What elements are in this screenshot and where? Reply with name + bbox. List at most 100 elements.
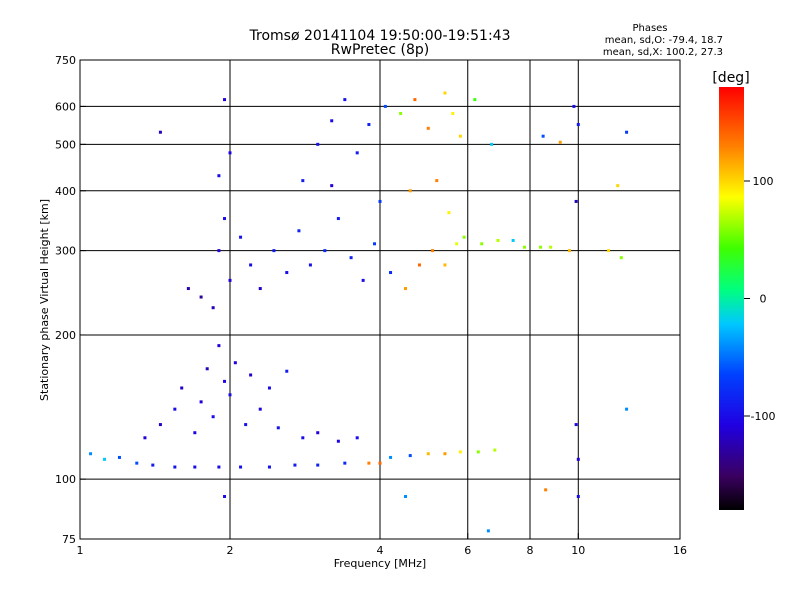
data-point [458,450,462,454]
data-point [490,142,494,146]
data-points [89,91,629,533]
y-tick-label: 75 [62,533,76,546]
x-tick-label: 8 [527,544,534,557]
data-point [549,245,553,249]
x-tick-label: 2 [227,544,234,557]
data-point [625,407,629,411]
data-point [473,98,477,102]
data-point [297,229,301,233]
data-point [544,488,548,492]
data-point [205,367,209,371]
data-point [476,450,480,454]
data-point [193,431,197,435]
data-point [462,235,466,239]
y-tick-label: 750 [55,54,76,67]
data-point [431,249,435,253]
data-point [330,184,334,188]
phases-legend-line-x: mean, sd,X: 100.2, 27.3 [603,47,723,58]
phases-legend-title: Phases [632,23,667,34]
data-point [330,119,334,123]
data-point [316,463,320,467]
data-point [355,436,359,440]
data-point [199,295,203,299]
colorbar-label: [deg] [712,70,749,86]
data-point [413,98,417,102]
data-point [301,436,305,440]
data-point [217,249,221,253]
data-point [249,263,253,267]
chart-title: Tromsø 20141104 19:50:00-19:51:43 [249,28,511,44]
data-point [217,174,221,178]
data-point [258,287,262,291]
data-point [258,407,262,411]
y-tick-label: 300 [55,245,76,258]
data-point [389,455,393,459]
data-point [272,249,276,253]
data-point [239,235,243,239]
x-tick-label: 10 [571,544,585,557]
data-point [572,104,576,108]
data-point [443,91,447,95]
colorbar-tick-label: -100 [751,410,776,423]
data-point [343,461,347,465]
data-point [228,278,232,282]
data-point [417,263,421,267]
data-point [223,494,227,498]
data-point [455,242,459,246]
data-point [349,256,353,260]
data-point [103,457,107,461]
data-point [399,111,403,115]
data-point [361,278,365,282]
data-point [443,263,447,267]
data-point [625,130,629,134]
data-point [158,130,162,134]
data-point [293,463,297,467]
data-point [616,184,620,188]
data-point [186,287,190,291]
data-point [267,386,271,390]
data-point [493,448,497,452]
data-point [285,369,289,373]
data-point [217,344,221,348]
data-point [403,287,407,291]
data-point [367,123,371,127]
data-point [447,211,451,215]
data-point [89,452,93,456]
data-point [249,373,253,377]
colorbar-tick-label: 100 [753,175,774,188]
y-axis-label: Stationary phase Virtual Height [km] [38,199,51,401]
data-point [239,465,243,469]
data-point [223,217,227,221]
data-point [378,461,382,465]
data-point [276,426,280,430]
x-tick-label: 6 [464,544,471,557]
data-point [511,238,515,242]
data-point [574,423,578,427]
data-point [308,263,312,267]
data-point [233,361,237,365]
data-point [373,242,377,246]
y-tick-label: 100 [55,473,76,486]
x-axis-label: Frequency [MHz] [334,557,426,570]
data-point [228,151,232,155]
data-point [355,151,359,155]
data-point [199,400,203,404]
x-tick-label: 1 [77,544,84,557]
data-point [316,142,320,146]
colorbar-ticks: 100 0 -100 [744,175,775,423]
colorbar-tick-label: 0 [760,293,767,306]
y-tick-label: 500 [55,138,76,151]
data-point [576,457,580,461]
data-point [180,386,184,390]
y-tick-label: 400 [55,185,76,198]
data-point [480,242,484,246]
data-point [458,134,462,138]
data-point [316,431,320,435]
data-point [574,199,578,203]
data-point [496,238,500,242]
data-point [378,199,382,203]
y-tick-label: 600 [55,100,76,113]
data-point [541,134,545,138]
data-point [486,529,490,533]
data-point [217,465,221,469]
